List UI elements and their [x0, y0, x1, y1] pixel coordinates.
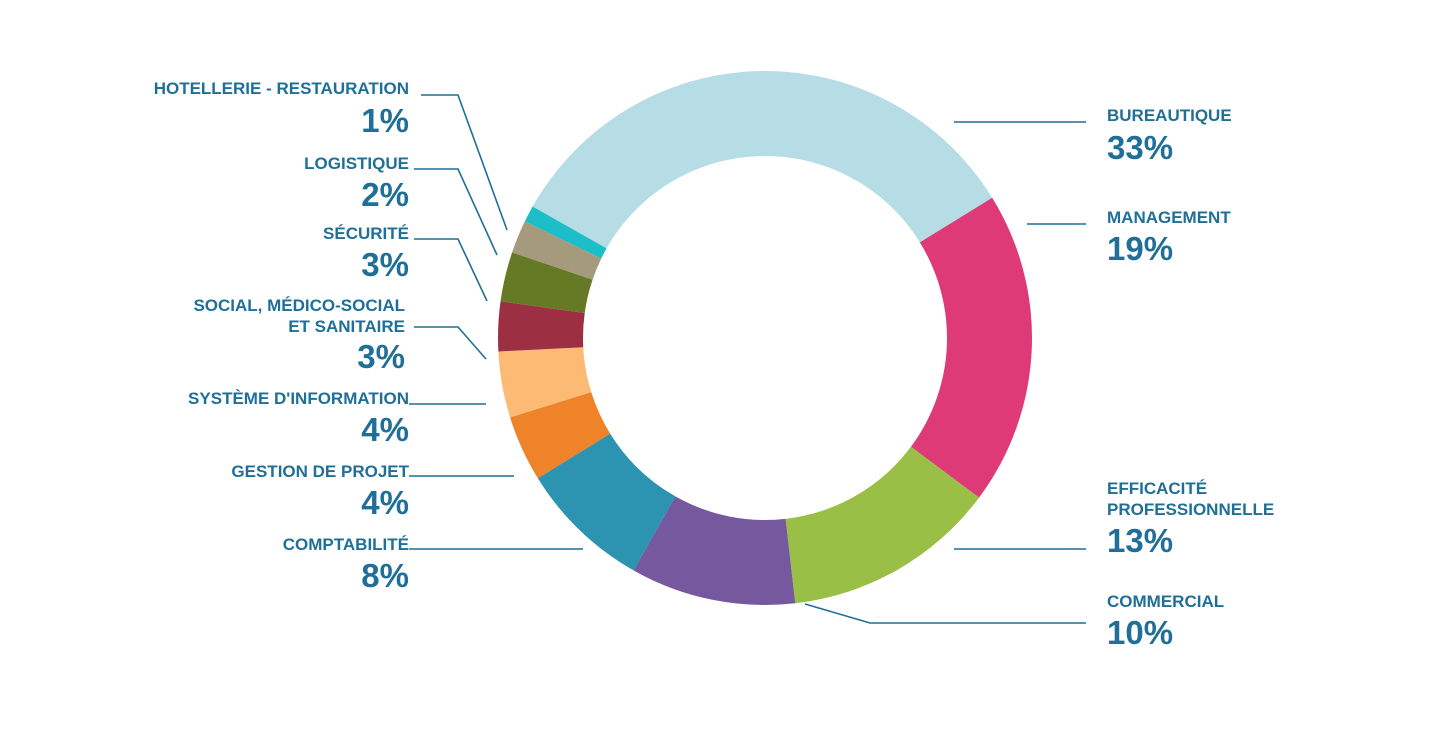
leader-line-hotellerie-restauration	[421, 94, 508, 231]
leader-lines	[409, 94, 1086, 624]
leader-line-commercial	[804, 603, 1086, 624]
slice-label-management: MANAGEMENT	[1107, 208, 1231, 227]
slice-securite	[500, 252, 593, 313]
slice-label-securite: SÉCURITÉ	[323, 224, 409, 243]
slice-percent-commercial: 10%	[1107, 614, 1173, 651]
slice-hotellerie-restauration	[524, 206, 607, 259]
slice-percent-gestion-de-projet: 4%	[361, 484, 409, 521]
slice-commercial	[633, 496, 796, 605]
slice-social-medico-social-et-sanitaire	[498, 301, 585, 352]
slice-label-efficacite-professionnelle-line-2: PROFESSIONNELLE	[1107, 500, 1274, 519]
slice-label-logistique: LOGISTIQUE	[304, 154, 409, 173]
slice-label-social-medico-social-et-sanitaire-line-2: ET SANITAIRE	[288, 317, 405, 336]
slice-label-gestion-de-projet: GESTION DE PROJET	[231, 462, 409, 481]
donut-slices	[498, 71, 1032, 605]
slice-percent-comptabilite: 8%	[361, 557, 409, 594]
slice-label-social-medico-social-et-sanitaire-line-1: SOCIAL, MÉDICO-SOCIAL	[193, 296, 405, 315]
slice-management	[910, 197, 1032, 498]
slice-percent-management: 19%	[1107, 230, 1173, 267]
slice-label-comptabilite: COMPTABILITÉ	[283, 535, 409, 554]
slice-label-efficacite-professionnelle-line-1: EFFICACITÉ	[1107, 479, 1207, 498]
leader-line-social-medico-social-et-sanitaire	[414, 326, 487, 360]
slice-percent-bureautique: 33%	[1107, 129, 1173, 166]
slice-label-hotellerie-restauration: HOTELLERIE - RESTAURATION	[154, 79, 409, 98]
slice-label-systeme-d-information: SYSTÈME D'INFORMATION	[188, 389, 409, 408]
leader-line-securite	[414, 238, 488, 302]
slice-label-bureautique: BUREAUTIQUE	[1107, 106, 1232, 125]
slice-comptabilite	[537, 433, 676, 571]
slice-logistique	[512, 221, 602, 280]
slice-percent-hotellerie-restauration: 1%	[361, 102, 409, 139]
slice-bureautique	[532, 71, 993, 249]
slice-percent-efficacite-professionnelle: 13%	[1107, 522, 1173, 559]
slice-labels: BUREAUTIQUE 33% MANAGEMENT 19% EFFICACITÉ PRO…	[154, 79, 1275, 651]
slice-percent-logistique: 2%	[361, 176, 409, 213]
slice-systeme-d-information	[498, 347, 592, 418]
slice-percent-social-medico-social-et-sanitaire: 3%	[357, 338, 405, 375]
slice-gestion-de-projet	[510, 392, 611, 479]
slice-percent-systeme-d-information: 4%	[361, 411, 409, 448]
slice-efficacite-professionnelle	[785, 446, 980, 604]
slice-label-commercial: COMMERCIAL	[1107, 592, 1224, 611]
leader-line-logistique	[414, 168, 498, 256]
slice-percent-securite: 3%	[361, 246, 409, 283]
